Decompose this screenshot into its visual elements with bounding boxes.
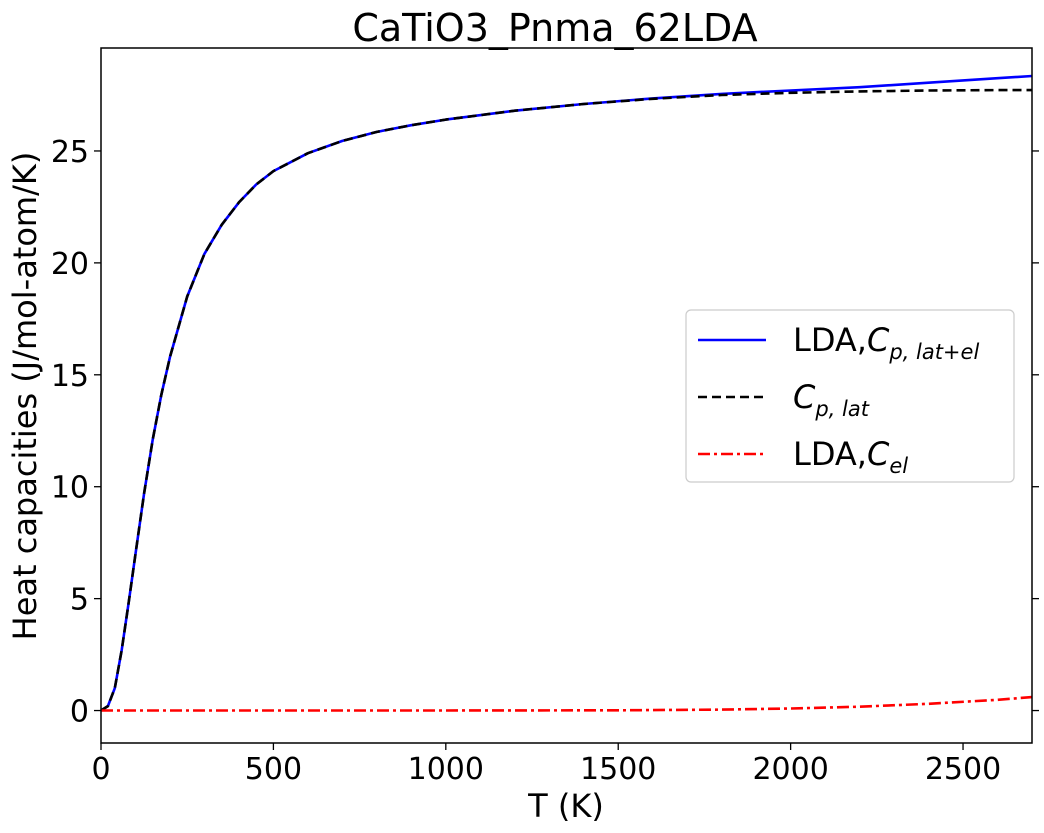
y-tick-label: 20 — [51, 247, 89, 282]
series-layer — [100, 74, 1033, 712]
legend-label-2: Cp, lat — [793, 378, 870, 421]
x-tick-label: 500 — [245, 752, 302, 787]
y-tick-label: 15 — [51, 359, 89, 394]
legend-box — [685, 309, 1015, 483]
legend-label-1: LDA,Cp, lat+el — [793, 321, 979, 364]
series-line-3 — [101, 695, 1033, 712]
y-tick-label: 0 — [70, 695, 89, 730]
y-tick-label: 10 — [51, 471, 89, 506]
plot-frame — [100, 47, 1033, 744]
x-tick-label: 1000 — [408, 752, 484, 787]
x-axis-label: T (K) — [527, 787, 604, 825]
series-line-2 — [100, 88, 1032, 712]
x-tick-label: 0 — [91, 752, 110, 787]
chart-title: CaTiO3_Pnma_62LDA — [352, 6, 757, 50]
y-tick-label: 25 — [51, 135, 89, 170]
y-axis-label: Heat capacities (J/mol-atom/K) — [6, 152, 44, 641]
legend: LDA,Cp, lat+el Cp, lat LDA,Cel — [685, 309, 1015, 483]
legend-label-3: LDA,Cel — [793, 435, 908, 478]
x-tick-label: 2500 — [925, 752, 1001, 787]
x-axis: 0 500 1000 1500 2000 2500 — [91, 743, 1001, 787]
y-tick-label: 5 — [70, 583, 89, 618]
x-tick-label: 1500 — [580, 752, 656, 787]
x-tick-label: 2000 — [752, 752, 828, 787]
y-axis: 0 5 10 15 20 25 — [51, 135, 1039, 730]
